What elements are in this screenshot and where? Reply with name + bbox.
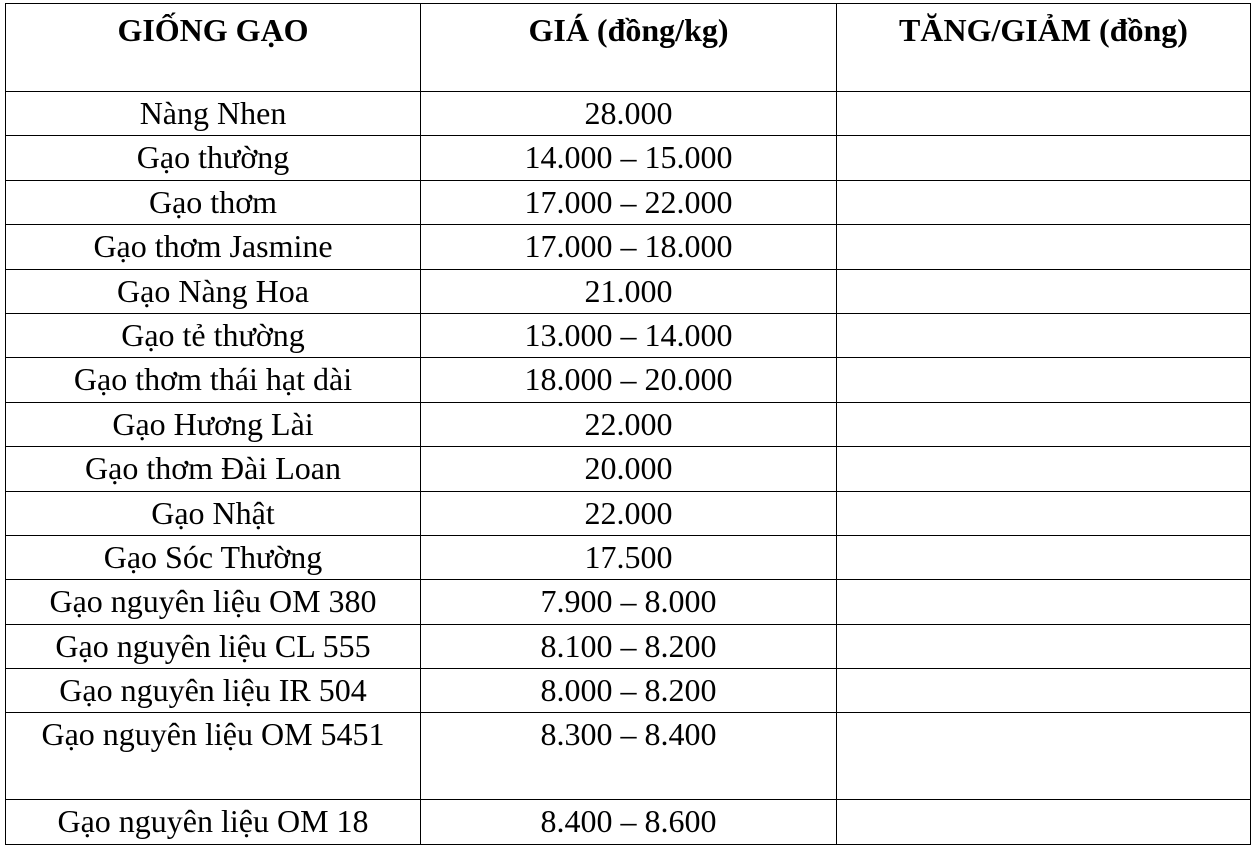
price-cell: 18.000 – 20.000	[420, 357, 837, 403]
table-row: Gạo thơm Đài Loan 20.000	[5, 446, 1251, 492]
change-cell	[836, 179, 1251, 226]
table-row: Nàng Nhen 28.000	[5, 90, 1251, 137]
variety-cell: Gạo thơm	[5, 179, 421, 226]
variety-cell: Gạo nguyên liệu OM 5451	[5, 712, 421, 801]
variety-cell: Nàng Nhen	[5, 90, 421, 137]
table-row: Gạo nguyên liệu IR 504 8.000 – 8.200	[5, 668, 1251, 714]
change-cell	[836, 446, 1251, 492]
price-cell: 13.000 – 14.000	[420, 312, 837, 359]
header-price: GIÁ (đồng/kg)	[420, 3, 837, 92]
change-cell	[836, 268, 1251, 314]
variety-cell: Gạo thường	[5, 135, 421, 181]
variety-cell: Gạo Hương Lài	[5, 401, 421, 448]
price-cell: 22.000	[420, 490, 837, 536]
change-cell	[836, 534, 1251, 581]
table-row: Gạo thơm Jasmine 17.000 – 18.000	[5, 224, 1251, 270]
rice-price-table: GIỐNG GẠO GIÁ (đồng/kg) TĂNG/GIẢM (đồng)…	[5, 3, 1251, 845]
table-row: Gạo tẻ thường 13.000 – 14.000	[5, 312, 1251, 359]
table-row: Gạo Hương Lài 22.000	[5, 401, 1251, 448]
price-cell: 7.900 – 8.000	[420, 579, 837, 625]
price-cell: 20.000	[420, 446, 837, 492]
variety-cell: Gạo Sóc Thường	[5, 534, 421, 581]
change-cell	[836, 90, 1251, 137]
change-cell	[836, 135, 1251, 181]
price-cell: 17.000 – 18.000	[420, 224, 837, 270]
header-change: TĂNG/GIẢM (đồng)	[836, 3, 1251, 92]
variety-cell: Gạo tẻ thường	[5, 312, 421, 359]
variety-cell: Gạo nguyên liệu IR 504	[5, 668, 421, 714]
table-row: Gạo nguyên liệu CL 555 8.100 – 8.200	[5, 623, 1251, 670]
variety-cell: Gạo Nàng Hoa	[5, 268, 421, 314]
header-row: GIỐNG GẠO GIÁ (đồng/kg) TĂNG/GIẢM (đồng)	[5, 3, 1251, 92]
price-cell: 8.100 – 8.200	[420, 623, 837, 670]
variety-cell: Gạo nguyên liệu CL 555	[5, 623, 421, 670]
change-cell	[836, 579, 1251, 625]
price-cell: 14.000 – 15.000	[420, 135, 837, 181]
table-row: Gạo Sóc Thường 17.500	[5, 534, 1251, 581]
price-cell: 8.300 – 8.400	[420, 712, 837, 801]
change-cell	[836, 799, 1251, 845]
table-row: Gạo Nhật 22.000	[5, 490, 1251, 536]
variety-cell: Gạo thơm thái hạt dài	[5, 357, 421, 403]
price-cell: 28.000	[420, 90, 837, 137]
table-row: Gạo nguyên liệu OM 18 8.400 – 8.600	[5, 799, 1251, 845]
variety-cell: Gạo Nhật	[5, 490, 421, 536]
change-cell	[836, 401, 1251, 448]
table-row: Gạo nguyên liệu OM 380 7.900 – 8.000	[5, 579, 1251, 625]
change-cell	[836, 312, 1251, 359]
variety-cell: Gạo nguyên liệu OM 380	[5, 579, 421, 625]
change-cell	[836, 668, 1251, 714]
table-row: Gạo Nàng Hoa 21.000	[5, 268, 1251, 314]
table-row: Gạo thơm thái hạt dài 18.000 – 20.000	[5, 357, 1251, 403]
change-cell	[836, 357, 1251, 403]
variety-cell: Gạo thơm Jasmine	[5, 224, 421, 270]
variety-cell: Gạo nguyên liệu OM 18	[5, 799, 421, 845]
price-cell: 17.500	[420, 534, 837, 581]
price-cell: 22.000	[420, 401, 837, 448]
change-cell	[836, 224, 1251, 270]
change-cell	[836, 712, 1251, 801]
change-cell	[836, 490, 1251, 536]
price-cell: 17.000 – 22.000	[420, 179, 837, 226]
change-cell	[836, 623, 1251, 670]
price-cell: 8.000 – 8.200	[420, 668, 837, 714]
header-variety: GIỐNG GẠO	[5, 3, 421, 92]
price-cell: 21.000	[420, 268, 837, 314]
price-cell: 8.400 – 8.600	[420, 799, 837, 845]
variety-cell: Gạo thơm Đài Loan	[5, 446, 421, 492]
table-row: Gạo nguyên liệu OM 5451 8.300 – 8.400	[5, 712, 1251, 801]
table-row: Gạo thường 14.000 – 15.000	[5, 135, 1251, 181]
table-row: Gạo thơm 17.000 – 22.000	[5, 179, 1251, 226]
